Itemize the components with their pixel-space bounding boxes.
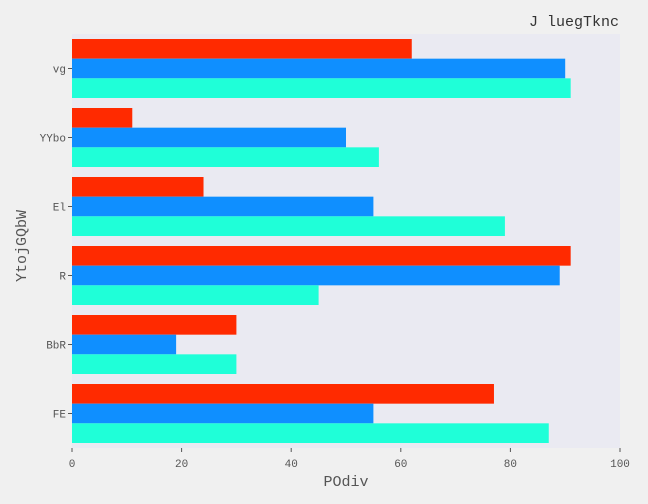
bar-R-series-2 [72,265,560,286]
x-tick-label: 100 [610,459,630,471]
bar-vg-series-3 [72,78,571,98]
plot-area [72,34,620,448]
bar-El-series-1 [72,177,204,197]
x-ticks-group: 0 20 40 60 80 100 [69,448,630,471]
x-tick-label: 20 [175,459,188,471]
bar-BbR-series-1 [72,315,237,335]
x-tick-label: 60 [394,459,407,471]
y-tick-label: vg [53,65,66,77]
bar-BbR-series-3 [72,354,237,374]
bar-YYbo-series-1 [72,108,133,128]
x-axis-label: POdiv [323,474,368,491]
bar-BbR-series-2 [72,334,177,355]
y-tick-label: FE [53,410,67,422]
bars-group [72,39,571,443]
y-tick-label: R [59,272,66,284]
x-tick-label: 40 [285,459,298,471]
y-tick-label: El [53,203,66,215]
x-tick-label: 80 [504,459,517,471]
bar-R-series-3 [72,285,319,305]
x-tick-label: 0 [69,459,76,471]
bar-FE-series-3 [72,423,549,443]
bar-R-series-1 [72,246,571,266]
chart-title: J luegTknc [529,14,619,31]
bar-El-series-3 [72,216,505,236]
bar-YYbo-series-2 [72,127,346,148]
bar-FE-series-2 [72,403,374,424]
bar-FE-series-1 [72,384,494,404]
y-axis-label: YtojGQbW [14,210,31,282]
bar-vg-series-2 [72,58,566,79]
bar-vg-series-1 [72,39,412,59]
y-ticks-group: vg YYbo El R BbR FE [40,65,72,422]
bar-El-series-2 [72,196,374,217]
bar-YYbo-series-3 [72,147,379,167]
y-tick-label: BbR [46,341,66,353]
y-tick-label: YYbo [40,134,66,146]
